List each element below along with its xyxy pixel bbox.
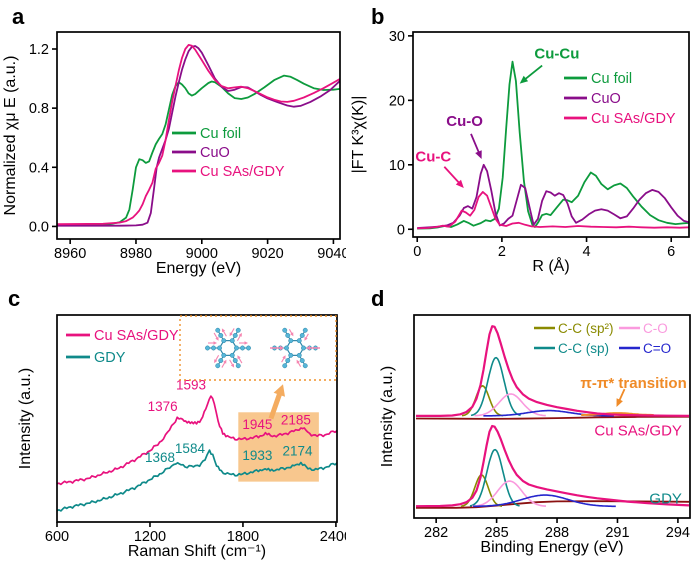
svg-text:8960: 8960 <box>54 246 86 262</box>
svg-text:2: 2 <box>498 244 506 260</box>
svg-text:Cu-Cu: Cu-Cu <box>534 45 579 62</box>
panel-a: a 8960 8980 9000 9020 9040 0.0 0.4 0.8 1.2 Energy… <box>0 0 350 283</box>
svg-text:0.8: 0.8 <box>29 101 49 117</box>
svg-text:Raman Shift (cm⁻¹): Raman Shift (cm⁻¹) <box>128 543 266 560</box>
svg-text:Cu SAs/GDY: Cu SAs/GDY <box>591 111 676 127</box>
svg-text:Intensity (a.u.): Intensity (a.u.) <box>379 366 396 467</box>
svg-text:C-O: C-O <box>643 321 668 336</box>
svg-text:282: 282 <box>424 525 448 541</box>
svg-text:Cu SAs/GDY: Cu SAs/GDY <box>200 164 285 180</box>
svg-text:CuO: CuO <box>591 91 621 107</box>
svg-text:Cu SAs/GDY: Cu SAs/GDY <box>594 423 682 440</box>
panel-d-chart: 282 285 288 291 294 Binding Energy (eV) Intens… <box>379 314 691 556</box>
svg-text:|FT K³χ(K)|: |FT K³χ(K)| <box>350 96 367 174</box>
svg-text:0.4: 0.4 <box>29 160 49 176</box>
svg-text:0: 0 <box>397 222 405 238</box>
svg-text:1584: 1584 <box>175 441 206 456</box>
svg-text:0.0: 0.0 <box>29 219 49 235</box>
svg-text:600: 600 <box>45 529 69 545</box>
panel-d: d 282 285 288 291 294 Binding Energy (eV) Inte… <box>346 283 692 567</box>
panel-c-label: c <box>8 286 21 311</box>
panel-a-chart: 8960 8980 9000 9020 9040 0.0 0.4 0.8 1.2 Energy (… <box>2 31 350 277</box>
svg-text:285: 285 <box>484 525 508 541</box>
svg-text:Intensity (a.u.): Intensity (a.u.) <box>17 368 34 469</box>
svg-text:1945: 1945 <box>242 417 272 432</box>
svg-text:4: 4 <box>583 244 591 260</box>
panel-b-chart: 0 2 4 6 0 10 20 30 R (Å) |FT K³χ(K)| Cu foil CuO Cu … <box>350 29 690 275</box>
panel-a-label: a <box>12 4 25 29</box>
svg-text:9040: 9040 <box>317 246 346 262</box>
svg-text:288: 288 <box>545 525 569 541</box>
svg-text:Cu-C: Cu-C <box>415 148 451 165</box>
panel-b: b 0 2 4 6 0 10 20 30 R (Å) |FT K³χ(K)| Cu foil CuO C… <box>346 0 692 283</box>
svg-text:20: 20 <box>389 93 405 109</box>
svg-text:6: 6 <box>667 244 675 260</box>
panel-c: c 600 1200 1800 2400 Raman Shift (cm⁻¹) Inten… <box>0 283 352 567</box>
svg-text:Energy (eV): Energy (eV) <box>156 260 241 277</box>
svg-text:2174: 2174 <box>282 444 313 459</box>
svg-text:10: 10 <box>389 158 405 174</box>
svg-text:C-C (sp²): C-C (sp²) <box>558 321 614 336</box>
svg-text:1368: 1368 <box>145 450 175 465</box>
svg-text:1376: 1376 <box>148 399 178 414</box>
svg-text:C=O: C=O <box>643 341 671 356</box>
svg-text:2185: 2185 <box>281 413 311 428</box>
svg-text:294: 294 <box>666 525 690 541</box>
svg-text:CuO: CuO <box>200 145 230 161</box>
panel-d-label: d <box>371 286 385 311</box>
svg-text:Cu SAs/GDY: Cu SAs/GDY <box>94 328 179 344</box>
svg-text:Normalized χμ E (a.u.): Normalized χμ E (a.u.) <box>2 56 19 216</box>
svg-text:1933: 1933 <box>242 448 272 463</box>
svg-text:π-π* transition: π-π* transition <box>580 375 686 392</box>
svg-text:R (Å): R (Å) <box>532 256 569 275</box>
panel-b-label: b <box>371 4 385 29</box>
svg-text:Cu foil: Cu foil <box>591 71 632 87</box>
svg-text:Cu-O: Cu-O <box>446 113 483 130</box>
svg-text:9000: 9000 <box>186 246 218 262</box>
svg-text:2400: 2400 <box>320 529 346 545</box>
svg-text:1593: 1593 <box>176 377 206 392</box>
svg-text:9020: 9020 <box>251 246 283 262</box>
svg-text:GDY: GDY <box>94 350 126 366</box>
panel-c-chart: 600 1200 1800 2400 Raman Shift (cm⁻¹) Intensi… <box>17 314 352 560</box>
svg-text:291: 291 <box>605 525 629 541</box>
svg-text:1200: 1200 <box>134 529 166 545</box>
svg-text:1.2: 1.2 <box>29 42 49 58</box>
svg-text:Binding Energy (eV): Binding Energy (eV) <box>480 539 623 556</box>
svg-text:Cu foil: Cu foil <box>200 126 241 142</box>
svg-text:8980: 8980 <box>120 246 152 262</box>
svg-text:GDY: GDY <box>649 491 682 508</box>
svg-text:1800: 1800 <box>227 529 259 545</box>
svg-text:30: 30 <box>389 29 405 45</box>
svg-text:C-C (sp): C-C (sp) <box>558 341 609 356</box>
svg-text:0: 0 <box>413 244 421 260</box>
